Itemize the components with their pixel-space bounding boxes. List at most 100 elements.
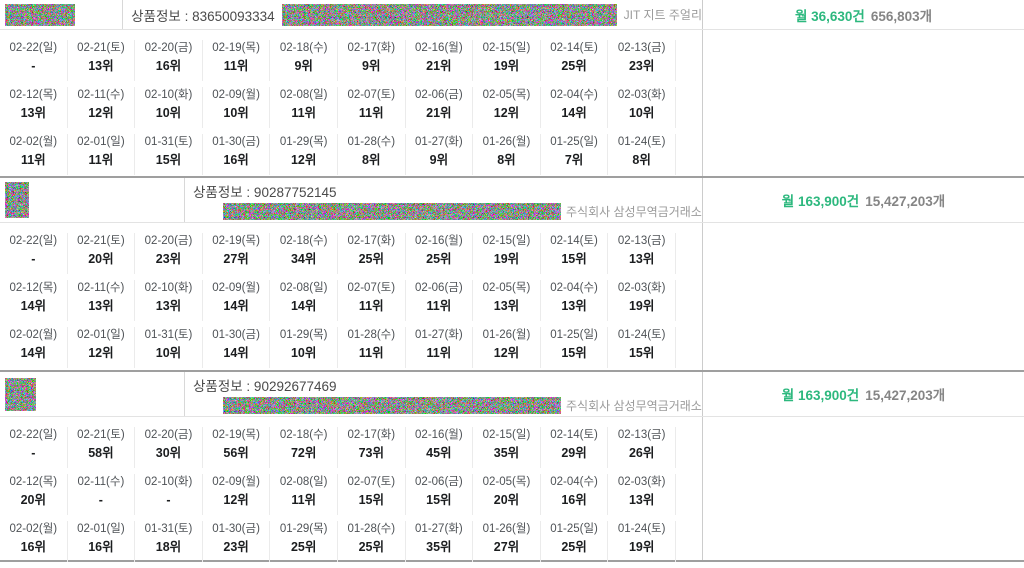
rank-cell-value: 15위 bbox=[561, 345, 587, 360]
rank-cell: 02-10(화) 10위 bbox=[135, 87, 203, 128]
rank-cell-value: 19위 bbox=[628, 539, 655, 554]
rank-cell-value: 10위 bbox=[628, 105, 655, 120]
rank-cell-value: 16위 bbox=[20, 539, 46, 554]
rank-cell-value: 12위 bbox=[88, 105, 114, 120]
product-name-line: 주식회사 삼성무역금거래소 bbox=[193, 202, 702, 220]
rank-cell: 02-03(화) 13위 bbox=[608, 474, 676, 515]
rank-cell-date: 02-18(수) bbox=[279, 429, 328, 441]
rank-cell: 01-30(금) 23위 bbox=[203, 521, 271, 562]
rank-cell: 02-14(토) 25위 bbox=[541, 40, 609, 81]
rank-cell-date: 01-24(토) bbox=[617, 136, 666, 148]
rank-cell-date: 02-01(일) bbox=[77, 136, 125, 148]
rank-cell-date: 02-13(금) bbox=[617, 42, 666, 54]
rank-cell: 02-09(월) 14위 bbox=[203, 280, 271, 321]
rank-cell-date: 02-11(수) bbox=[77, 89, 125, 101]
rank-cell: 02-19(목) 11위 bbox=[203, 40, 271, 81]
rank-cell-date: 02-13(금) bbox=[617, 429, 666, 441]
product-info-cell: 상품정보 : 90287752145 주식회사 삼성무역금거래소 주식회사 삼성… bbox=[185, 178, 702, 222]
rank-body: 02-22(일) - 02-21(토) 13위 02-20(금) 16위 02-19(목) 1… bbox=[0, 30, 1024, 176]
rank-cell: 02-17(화) 25위 bbox=[338, 233, 406, 274]
rank-cell-date: 01-28(수) bbox=[347, 136, 396, 148]
product-header-left: 상품정보 : 90292677469 주식회사 삼성무역금거래소 주식회사 삼성… bbox=[0, 372, 703, 416]
rank-grid-row: 02-02(월) 14위 02-01(일) 12위 01-31(토) 10위 01-30(금… bbox=[0, 321, 676, 368]
product-header-left: 상품정보 : 83650093334 JIT 지트 주얼리 JIT 지트 주얼리 bbox=[0, 0, 703, 29]
censored-thumbnail-image bbox=[5, 3, 75, 26]
rank-cell-value: 20위 bbox=[88, 251, 114, 266]
rank-cell-value: 11위 bbox=[88, 152, 114, 167]
rank-cell-date: 02-08(일) bbox=[279, 89, 328, 101]
rank-cell-value: 9위 bbox=[362, 58, 381, 73]
rank-cell-date: 02-19(목) bbox=[212, 42, 260, 54]
rank-cell-value: 19위 bbox=[493, 58, 520, 73]
rank-cell-value: 18위 bbox=[155, 539, 182, 554]
product-section: 상품정보 : 90292677469 주식회사 삼성무역금거래소 주식회사 삼성… bbox=[0, 372, 1024, 562]
rank-cell: 01-27(화) 35위 bbox=[406, 521, 474, 562]
rank-cell-date: 02-11(수) bbox=[77, 282, 125, 294]
pixel-noise bbox=[5, 3, 75, 26]
rank-cell-value: 11위 bbox=[426, 345, 452, 360]
rank-cell-value: 58위 bbox=[88, 445, 114, 460]
rank-cell-value: 11위 bbox=[20, 152, 46, 167]
rank-cell-date: 02-18(수) bbox=[279, 235, 328, 247]
rank-cell-value: 27위 bbox=[223, 251, 249, 266]
rank-cell-value: 11위 bbox=[358, 105, 384, 120]
rank-cell-date: 02-12(목) bbox=[9, 89, 58, 101]
rank-cell-value: 25위 bbox=[561, 539, 587, 554]
rank-cell: 02-04(수) 13위 bbox=[541, 280, 609, 321]
rank-cell-date: 02-10(화) bbox=[144, 476, 193, 488]
rank-cell-date: 02-08(일) bbox=[279, 476, 328, 488]
rank-cell-date: 01-31(토) bbox=[144, 136, 193, 148]
rank-cell: 02-11(수) 12위 bbox=[68, 87, 136, 128]
total-sales-count: 15,427,203개 bbox=[865, 388, 946, 403]
rank-cell-value: 16위 bbox=[561, 492, 587, 507]
rank-cell-value: 10위 bbox=[290, 345, 317, 360]
rank-body: 02-22(일) - 02-21(토) 58위 02-20(금) 30위 02-19(목) 5… bbox=[0, 417, 1024, 562]
monthly-sales-count: 월 163,900건 bbox=[781, 388, 860, 403]
rank-cell: 02-21(토) 20위 bbox=[68, 233, 136, 274]
rank-cell: 02-19(목) 56위 bbox=[203, 427, 271, 468]
rank-cell-date: 02-09(월) bbox=[212, 476, 260, 488]
rank-cell: 01-25(일) 15위 bbox=[541, 327, 609, 368]
product-info-line: 상품정보 : 90287752145 주식회사 삼성무역금거래소 bbox=[193, 181, 702, 201]
rank-cell: 02-11(수) 13위 bbox=[68, 280, 136, 321]
seller-name: 주식회사 삼성무역금거래소 bbox=[566, 204, 702, 219]
rank-cell: 02-22(일) - bbox=[0, 233, 68, 274]
rank-cell-date: 02-22(일) bbox=[9, 235, 58, 247]
rank-cell-date: 02-16(월) bbox=[415, 429, 463, 441]
product-section: 상품정보 : 90287752145 주식회사 삼성무역금거래소 주식회사 삼성… bbox=[0, 178, 1024, 372]
rank-cell-value: 8위 bbox=[632, 152, 651, 167]
rank-cell-date: 01-25(일) bbox=[550, 136, 598, 148]
rank-cell-date: 02-05(목) bbox=[482, 282, 531, 294]
rank-cell: 02-20(금) 16위 bbox=[135, 40, 203, 81]
rank-cell-date: 02-17(화) bbox=[347, 42, 396, 54]
rank-cell-value: 20위 bbox=[493, 492, 520, 507]
rank-cell: 02-18(수) 34위 bbox=[270, 233, 338, 274]
rank-cell-value: 25위 bbox=[358, 539, 384, 554]
rank-cell-value: - bbox=[31, 445, 36, 460]
rank-grid-row: 02-02(월) 16위 02-01(일) 16위 01-31(토) 18위 01-30(금… bbox=[0, 515, 676, 562]
product-thumbnail-cell bbox=[0, 0, 124, 29]
product-info-label: 상품정보 : 90287752145 bbox=[193, 184, 337, 200]
rank-cell-date: 02-09(월) bbox=[212, 282, 260, 294]
rank-cell: 02-09(월) 12위 bbox=[203, 474, 271, 515]
rank-cell: 02-16(월) 21위 bbox=[406, 40, 474, 81]
rank-cell: 02-05(목) 13위 bbox=[473, 280, 541, 321]
rank-cell: 02-05(목) 12위 bbox=[473, 87, 541, 128]
rank-cell-value: 16위 bbox=[223, 152, 249, 167]
rank-cell-date: 02-07(토) bbox=[347, 282, 396, 294]
rank-cell-date: 01-24(토) bbox=[617, 523, 666, 535]
rank-cell-date: 02-01(일) bbox=[77, 329, 125, 341]
rank-cell-date: 01-29(목) bbox=[279, 136, 328, 148]
rank-cell-value: 73위 bbox=[358, 445, 384, 460]
rank-cell: 02-02(월) 16위 bbox=[0, 521, 68, 562]
censored-product-name bbox=[223, 396, 561, 414]
rank-cell-value: 30위 bbox=[155, 445, 182, 460]
rank-cell-date: 02-03(화) bbox=[617, 476, 666, 488]
rank-cell-date: 02-13(금) bbox=[617, 235, 666, 247]
rank-cell-value: 12위 bbox=[223, 492, 249, 507]
rank-cell-value: 13위 bbox=[155, 298, 182, 313]
rank-cell-value: - bbox=[31, 58, 36, 73]
rank-body: 02-22(일) - 02-21(토) 20위 02-20(금) 23위 02-19(목) 2… bbox=[0, 223, 1024, 370]
rank-cell: 01-30(금) 16위 bbox=[203, 134, 271, 175]
